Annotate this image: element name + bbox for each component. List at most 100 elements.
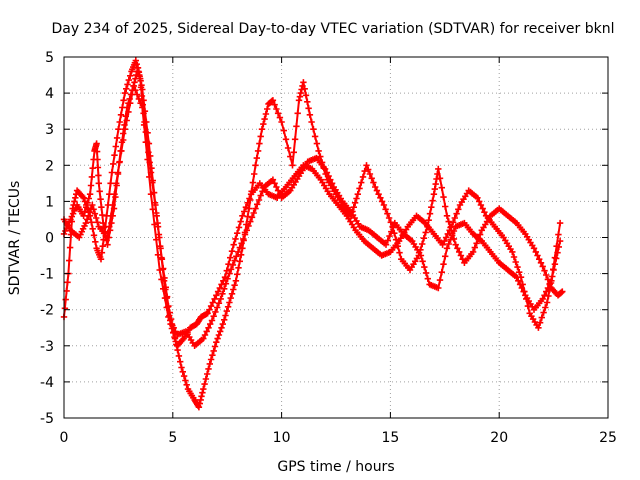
series-track-c [60,82,564,349]
x-tick-label: 5 [168,430,177,446]
data-point [130,82,137,90]
data-point [438,184,445,191]
data-point [156,266,163,274]
data-point [429,197,436,204]
data-point [139,86,146,93]
y-tick-label: -1 [40,267,54,283]
data-point [137,100,144,107]
data-point [284,144,292,152]
data-point [295,97,303,104]
data-point [200,385,207,393]
data-point [274,110,282,117]
data-point [300,79,307,86]
data-point [431,185,438,193]
data-point [479,205,486,212]
data-point [426,210,434,217]
data-point [118,147,125,155]
data-point [274,187,282,194]
data-point [232,277,240,284]
data-point [551,254,559,261]
data-point [442,253,449,260]
data-point [97,256,105,263]
data-point [290,149,297,156]
data-point [149,177,156,184]
data-point [509,248,516,256]
data-point [459,256,466,263]
data-point [392,236,400,243]
data-point [291,136,299,143]
data-point [301,85,308,92]
data-point [123,85,130,92]
data-point [436,276,444,284]
data-point [311,133,319,140]
data-point [442,234,450,241]
data-point [296,93,304,100]
data-point [363,162,370,169]
data-point [542,304,549,311]
data-point [104,241,111,248]
data-point [537,259,545,266]
data-point [204,310,211,317]
data-point [209,352,216,359]
data-point [436,175,444,182]
data-point [132,57,139,64]
data-point [154,251,162,258]
data-point [361,167,368,175]
data-point [454,245,461,252]
data-point [385,214,393,222]
data-point [252,205,259,212]
data-point [356,185,363,192]
data-point [380,201,388,209]
y-tick-label: 0 [45,231,54,247]
data-point [200,335,207,342]
data-point [83,204,90,211]
data-point [137,77,144,84]
data-point [422,269,430,277]
data-point [125,76,132,84]
data-point [252,162,259,169]
data-point [151,221,158,228]
data-point [278,118,285,126]
data-point [328,180,336,187]
data-point [451,214,458,222]
data-point [452,241,459,248]
data-point [424,223,431,230]
data-point [64,279,71,286]
data-point [231,257,238,264]
data-point [227,294,234,302]
data-point [93,214,100,222]
data-point [135,95,143,103]
data-point [556,219,564,227]
data-point [116,158,123,165]
data-point [515,277,522,284]
data-point [382,206,389,213]
data-point [313,140,321,147]
data-point [474,194,481,201]
data-point [306,111,314,118]
data-point [165,313,172,321]
data-point [93,140,100,147]
data-point [445,218,452,225]
data-point [208,317,216,324]
data-point [471,244,478,251]
data-point [453,210,460,217]
data-point [205,324,212,331]
data-point [207,356,215,363]
y-tick-label: 5 [45,50,54,66]
data-point [260,120,267,128]
data-point [323,169,331,176]
data-point [61,305,69,312]
data-point [201,380,208,388]
series-track-a [60,57,564,349]
x-tick-label: 20 [490,430,508,446]
data-point [273,183,280,191]
data-point [235,264,242,271]
data-point [97,196,104,203]
data-point [271,101,278,108]
data-point [211,295,218,303]
data-point [512,258,519,266]
data-point [302,92,310,99]
data-point [142,139,149,146]
data-point [198,393,205,400]
data-point [435,165,442,173]
